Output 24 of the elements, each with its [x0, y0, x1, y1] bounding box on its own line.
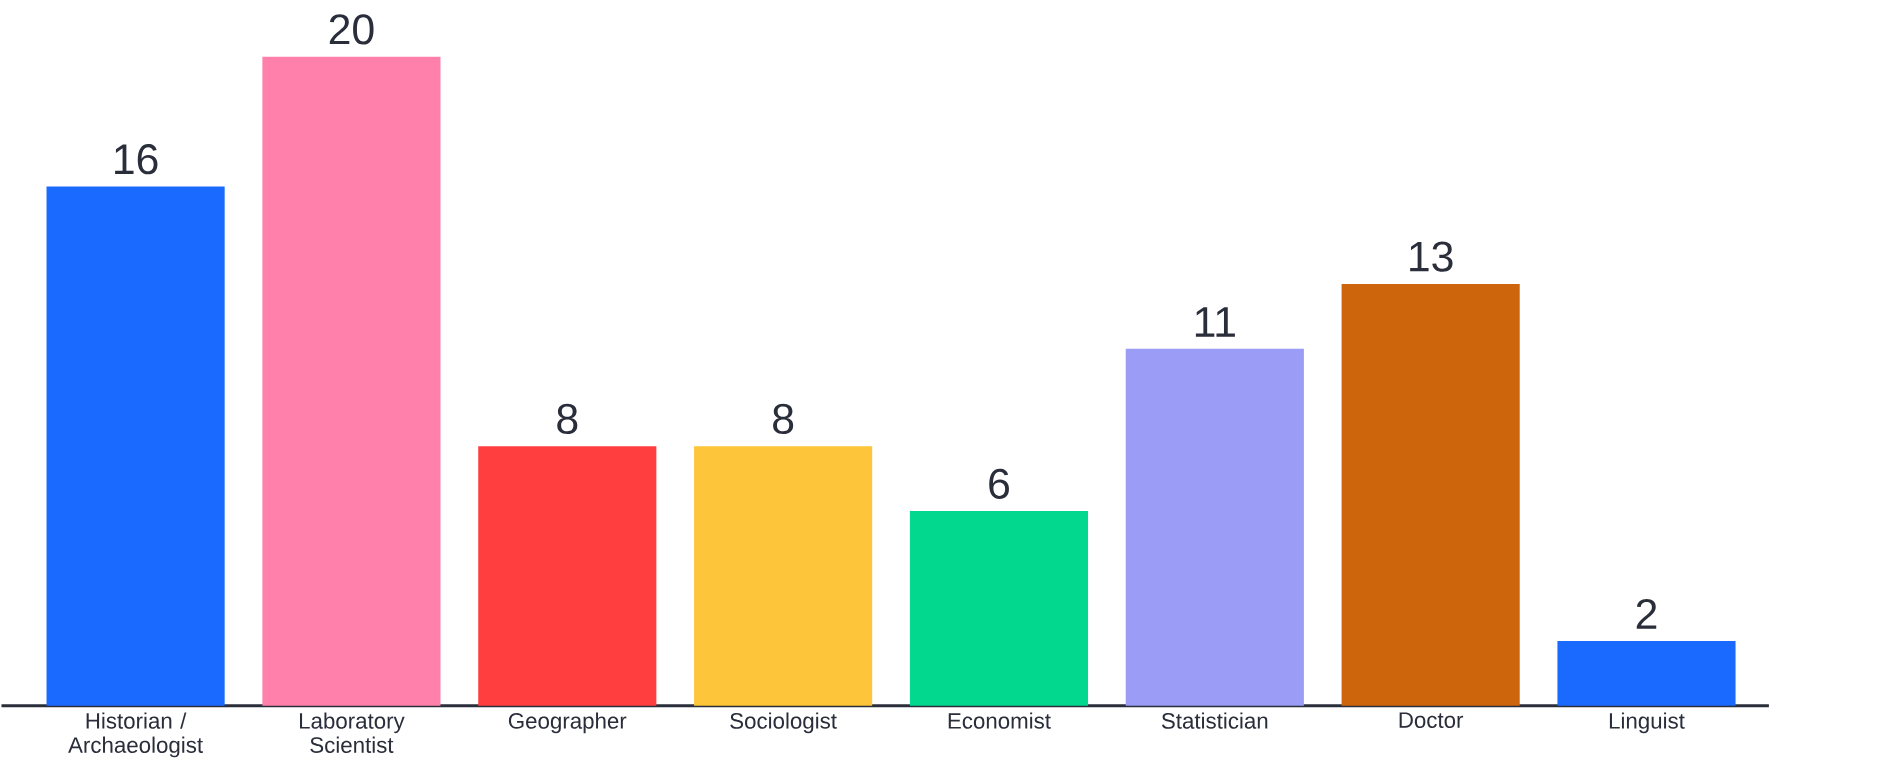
data-label: 13 [1410, 241, 1453, 272]
bar [909, 511, 1089, 706]
bar [1341, 283, 1520, 706]
x-tick-label: Geographer [508, 712, 627, 734]
x-tick-label: Sociologist [730, 712, 837, 734]
data-label: 16 [115, 144, 158, 175]
data-label: 20 [329, 14, 374, 45]
data-label: 8 [557, 403, 578, 434]
x-tick-label: Statistician [1161, 712, 1268, 729]
data-label: 11 [1195, 307, 1235, 337]
bar [262, 56, 441, 706]
data-label: 2 [1636, 598, 1657, 629]
bar [46, 186, 225, 706]
data-label: 8 [773, 403, 794, 434]
x-tick-label: Laboratory Scientist [299, 712, 405, 753]
bar [1125, 348, 1304, 706]
bar [478, 446, 657, 706]
x-tick-label: Linguist [1609, 712, 1685, 734]
x-tick-label: Historian / Archaeologist [68, 712, 203, 758]
x-tick-label: Economist [948, 712, 1051, 729]
data-label: 6 [989, 468, 1009, 499]
x-tick-label: Doctor [1399, 712, 1464, 728]
bar [1557, 640, 1736, 706]
bar [694, 446, 873, 706]
